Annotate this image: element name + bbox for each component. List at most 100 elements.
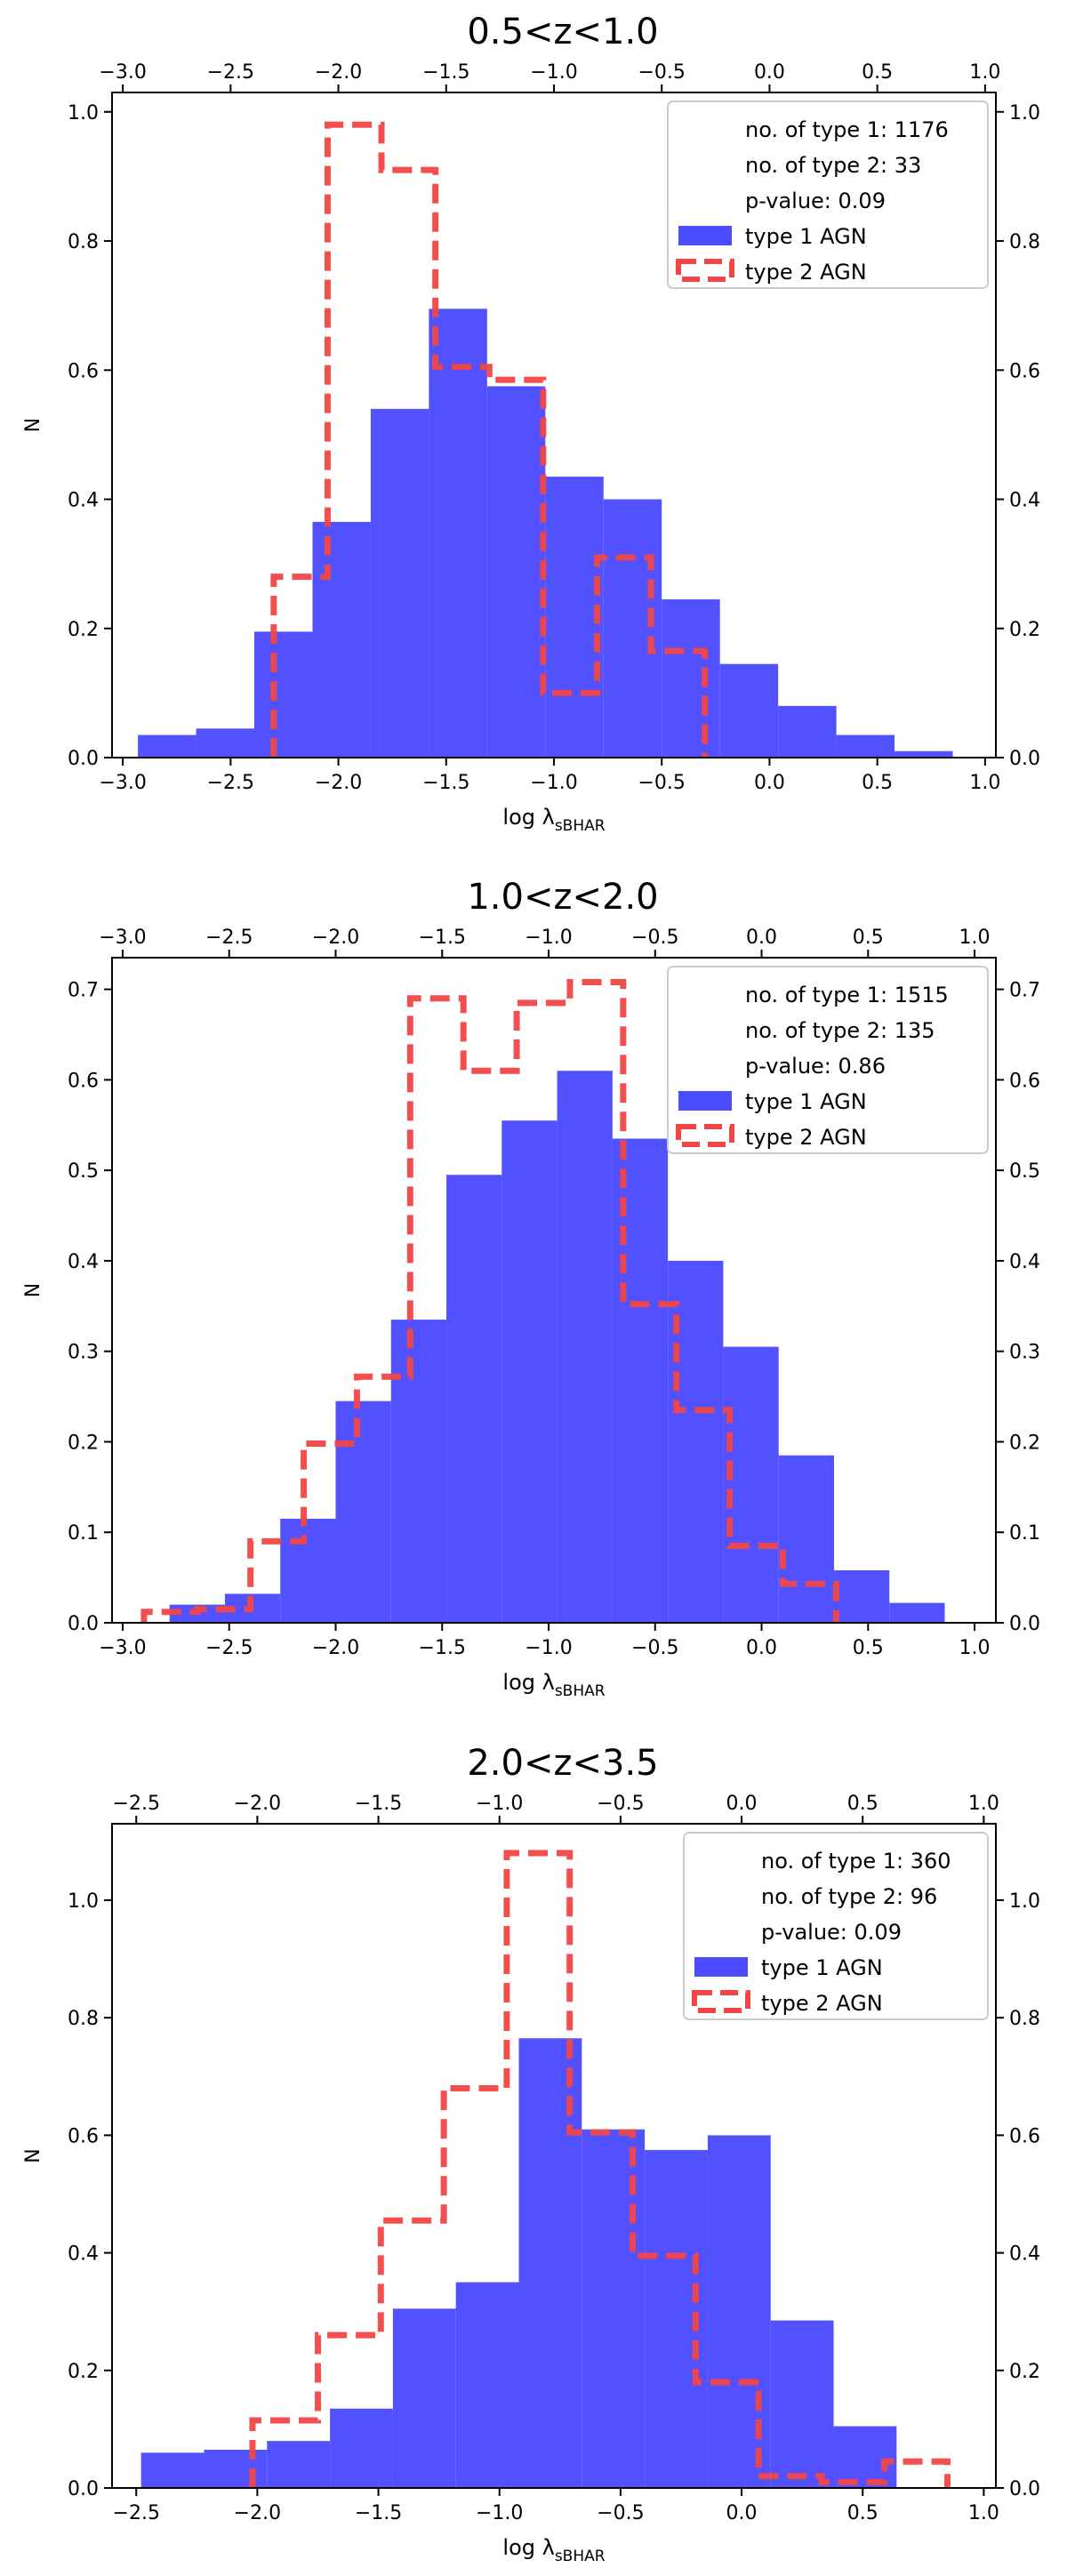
y-tick-label-left: 0.2: [68, 619, 99, 641]
x-axis-label: log λsBHAR: [502, 2535, 605, 2565]
x-tick-label-bottom: −3.0: [99, 1637, 146, 1659]
type1-bar: [486, 386, 546, 758]
x-tick-label-top: 0.5: [847, 1793, 878, 1815]
y-tick-label-right: 0.2: [1009, 2361, 1040, 2383]
x-tick-label-top: −2.5: [205, 927, 253, 949]
x-tick-label-bottom: −2.5: [113, 2502, 160, 2524]
x-tick-label-bottom: −0.5: [638, 772, 686, 794]
x-axis-label: log λsBHAR: [502, 805, 605, 835]
type1-bar: [836, 734, 895, 758]
legend-text-line: p-value: 0.09: [761, 1920, 902, 1945]
y-tick-label-right: 1.0: [1009, 102, 1040, 124]
legend-text-line: no. of type 2: 96: [761, 1884, 937, 1909]
type1-histogram: [138, 309, 953, 758]
x-tick-label-top: −3.0: [99, 927, 146, 949]
x-tick-label-bottom: −2.5: [207, 772, 254, 794]
x-tick-label-top: 1.0: [968, 1793, 999, 1815]
x-tick-label-bottom: 0.5: [847, 2502, 878, 2524]
x-axis-label-subscript: sBHAR: [555, 817, 606, 835]
y-tick-label-right: 0.0: [1009, 2478, 1040, 2500]
chart-panel-3: −2.5 −2.5 −2.0 −2.0 −1.5 −1.5 −1.0 −1.0 −0.5 −0.5…: [22, 1743, 1040, 2565]
x-axis-label: log λsBHAR: [502, 1670, 605, 1700]
legend-text-line: no. of type 1: 1515: [745, 983, 949, 1007]
type1-bar: [390, 1320, 447, 1623]
y-tick-label-left: 1.0: [68, 1890, 99, 1913]
x-tick-label-bottom: 1.0: [968, 2502, 999, 2524]
x-tick-label-top: −1.0: [476, 1793, 523, 1815]
x-axis-label-subscript: sBHAR: [555, 2548, 606, 2565]
type1-bar: [545, 477, 604, 758]
legend-label-type2: type 2 AGN: [745, 260, 867, 285]
legend-text-line: no. of type 2: 135: [745, 1018, 935, 1043]
type1-bar: [557, 1071, 613, 1623]
x-tick-label-top: −1.0: [525, 927, 572, 949]
x-tick-label-top: −2.5: [207, 61, 254, 84]
legend-box: [667, 100, 989, 289]
y-tick-label-right: 0.6: [1009, 1070, 1040, 1092]
y-tick-label-left: 0.4: [68, 1251, 99, 1273]
legend-swatch-type2: [692, 1990, 750, 2013]
y-tick-label-left: 1.0: [68, 102, 99, 124]
y-tick-label-right: 0.4: [1009, 490, 1040, 512]
x-axis-label-subscript: sBHAR: [555, 1682, 606, 1700]
legend-text-line: no. of type 1: 1176: [745, 117, 949, 142]
chart-title: 1.0<z<2.0: [467, 877, 658, 918]
chart-panel-2: −3.0 −3.0 −2.5 −2.5 −2.0 −2.0 −1.5 −1.5 −1.0 −1.0…: [22, 877, 1040, 1700]
x-tick-label-bottom: 1.0: [969, 772, 1000, 794]
type1-bar: [138, 734, 197, 758]
y-tick-label-right: 0.8: [1009, 2008, 1040, 2030]
x-tick-label-bottom: 1.0: [959, 1637, 991, 1659]
y-tick-label-left: 0.4: [68, 490, 99, 512]
x-tick-label-bottom: −1.5: [422, 772, 469, 794]
y-tick-label-left: 0.6: [68, 2125, 99, 2147]
y-tick-label-left: 0.6: [68, 360, 99, 382]
chart-title: 0.5<z<1.0: [467, 12, 658, 52]
y-tick-label-left: 0.2: [68, 1432, 99, 1454]
x-tick-label-top: −1.5: [355, 1793, 402, 1815]
x-tick-label-top: 0.0: [746, 927, 777, 949]
x-tick-label-top: −1.5: [422, 61, 469, 84]
legend-label-type2: type 2 AGN: [761, 1991, 883, 2016]
legend-swatch-type1: [694, 1957, 748, 1977]
legend: no. of type 1: 1515 no. of type 2: 135 p-v…: [667, 966, 989, 1154]
type1-bar: [723, 1346, 779, 1623]
type1-bar: [254, 631, 313, 758]
y-tick-label-right: 0.2: [1009, 619, 1040, 641]
type1-bar: [312, 521, 371, 758]
y-tick-label-right: 0.3: [1009, 1342, 1040, 1364]
type1-bar: [612, 1138, 669, 1623]
legend-label-type1: type 1 AGN: [745, 224, 867, 249]
x-tick-label-top: 1.0: [959, 927, 991, 949]
type1-bar: [196, 728, 255, 758]
y-tick-label-right: 0.4: [1009, 2243, 1040, 2266]
type1-bar: [501, 1120, 558, 1623]
legend-label-type1: type 1 AGN: [761, 1955, 883, 1980]
y-tick-label-right: 0.0: [1009, 1613, 1040, 1635]
type2-step-line: [270, 121, 709, 758]
type1-bar: [330, 2408, 393, 2488]
type1-bar: [267, 2441, 331, 2488]
type1-bar: [204, 2450, 268, 2488]
type1-bar: [833, 1569, 890, 1623]
y-tick-label-right: 0.0: [1009, 748, 1040, 770]
x-tick-label-bottom: −1.0: [530, 772, 577, 794]
x-tick-label-bottom: −0.5: [597, 2502, 644, 2524]
x-tick-label-top: −0.5: [631, 927, 678, 949]
x-axis-label-main: log λ: [502, 805, 554, 830]
chart-panel-1: −3.0 −3.0 −2.5 −2.5 −2.0 −2.0 −1.5 −1.5 −1.0 −1.0…: [22, 12, 1040, 835]
y-tick-label-left: 0.5: [68, 1160, 99, 1183]
y-axis-label: N: [22, 418, 44, 432]
x-tick-label-bottom: −2.0: [312, 1637, 359, 1659]
x-tick-label-bottom: 0.0: [754, 772, 785, 794]
y-tick-label-right: 0.7: [1009, 980, 1040, 1002]
type1-bar: [603, 499, 662, 758]
type1-bar: [429, 309, 487, 758]
chart-title: 2.0<z<3.5: [467, 1743, 658, 1784]
x-tick-label-top: −0.5: [597, 1793, 644, 1815]
legend-label-type2: type 2 AGN: [745, 1125, 867, 1150]
x-tick-label-bottom: −2.5: [205, 1637, 253, 1659]
x-tick-label-top: 1.0: [969, 61, 1000, 84]
x-tick-label-bottom: 0.0: [746, 1637, 777, 1659]
type1-bar: [833, 2426, 897, 2488]
y-tick-label-left: 0.1: [68, 1522, 99, 1545]
